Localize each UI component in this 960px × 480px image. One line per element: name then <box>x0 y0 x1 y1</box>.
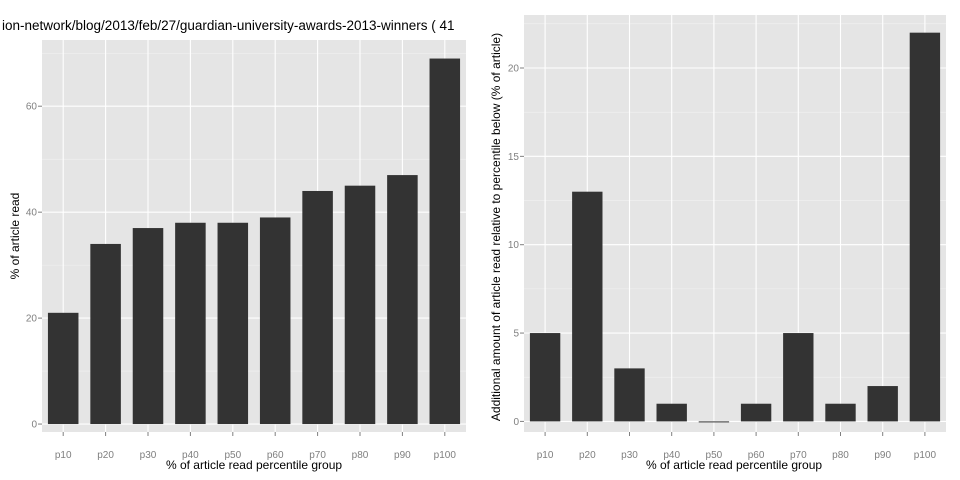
left-bar-p100 <box>429 58 461 425</box>
left-x-tick-label: p20 <box>97 450 114 461</box>
left-chart: 0 20 40 60 p10 p20 p30 p40 p50 p60 p70 p80 p90 p100 % … <box>8 40 466 472</box>
left-x-tick-label: p40 <box>182 450 199 461</box>
right-x-tick-label: p80 <box>832 450 849 461</box>
right-bar-p60 <box>740 403 772 422</box>
right-x-tick-label: p60 <box>748 450 765 461</box>
right-bar-p90 <box>867 386 898 422</box>
right-x-tick-label: p30 <box>621 450 638 461</box>
left-x-tick-label: p90 <box>394 450 411 461</box>
right-bar-p50 <box>698 421 730 423</box>
left-x-tick-label: p10 <box>55 450 72 461</box>
left-y-tick-label: 0 <box>31 420 37 431</box>
left-bar-p80 <box>344 185 376 425</box>
right-bar-p70 <box>783 333 814 422</box>
left-x-tick-label: p50 <box>224 450 241 461</box>
left-bar-p50 <box>217 222 249 425</box>
right-y-axis-title: Additional amount of article read relati… <box>489 33 503 421</box>
right-y-tick-label: 0 <box>513 417 519 428</box>
left-bar-p10 <box>47 312 79 425</box>
right-y-tick-label: 5 <box>513 329 519 340</box>
left-bar-p60 <box>259 217 291 425</box>
right-bar-p40 <box>656 403 687 422</box>
right-bar-p10 <box>529 333 561 422</box>
left-y-tick-label: 60 <box>26 102 38 113</box>
right-x-tick-label: p90 <box>874 450 891 461</box>
left-y-tick-label: 40 <box>26 208 38 219</box>
right-bar-p100 <box>909 32 941 422</box>
left-bar-p90 <box>387 175 418 425</box>
right-bar-p30 <box>614 368 645 422</box>
right-x-tick-label: p50 <box>706 450 723 461</box>
right-x-axis-title: % of article read percentile group <box>646 458 822 472</box>
left-x-axis-title: % of article read percentile group <box>166 458 342 472</box>
right-bar-p80 <box>825 403 856 422</box>
left-bar-p20 <box>90 243 121 425</box>
left-y-tick-label: 20 <box>26 314 38 325</box>
left-x-tick-label: p100 <box>434 450 457 461</box>
left-chart-title: ion-network/blog/2013/feb/27/guardian-un… <box>2 18 455 33</box>
right-x-tick-label: p20 <box>579 450 596 461</box>
left-x-tick-label: p70 <box>309 450 326 461</box>
left-x-tick-label: p30 <box>140 450 157 461</box>
left-x-tick-label: p60 <box>267 450 284 461</box>
right-y-tick-label: 20 <box>508 64 520 75</box>
left-bar-p30 <box>132 228 164 425</box>
left-y-axis-title: % of article read <box>8 193 22 280</box>
right-x-tick-label: p70 <box>790 450 807 461</box>
right-y-tick-label: 15 <box>508 152 520 163</box>
left-bar-p40 <box>175 222 206 425</box>
left-x-tick-label: p80 <box>352 450 369 461</box>
left-bar-p70 <box>302 190 333 425</box>
right-x-tick-label: p10 <box>537 450 554 461</box>
right-bar-p20 <box>572 191 603 422</box>
right-x-tick-label: p40 <box>663 450 680 461</box>
right-x-tick-label: p100 <box>914 450 937 461</box>
right-chart: 0 5 10 15 20 p10 p20 p30 p40 p50 p60 p70 p80 p90 p100%… <box>489 15 946 472</box>
right-y-tick-label: 10 <box>508 240 520 251</box>
